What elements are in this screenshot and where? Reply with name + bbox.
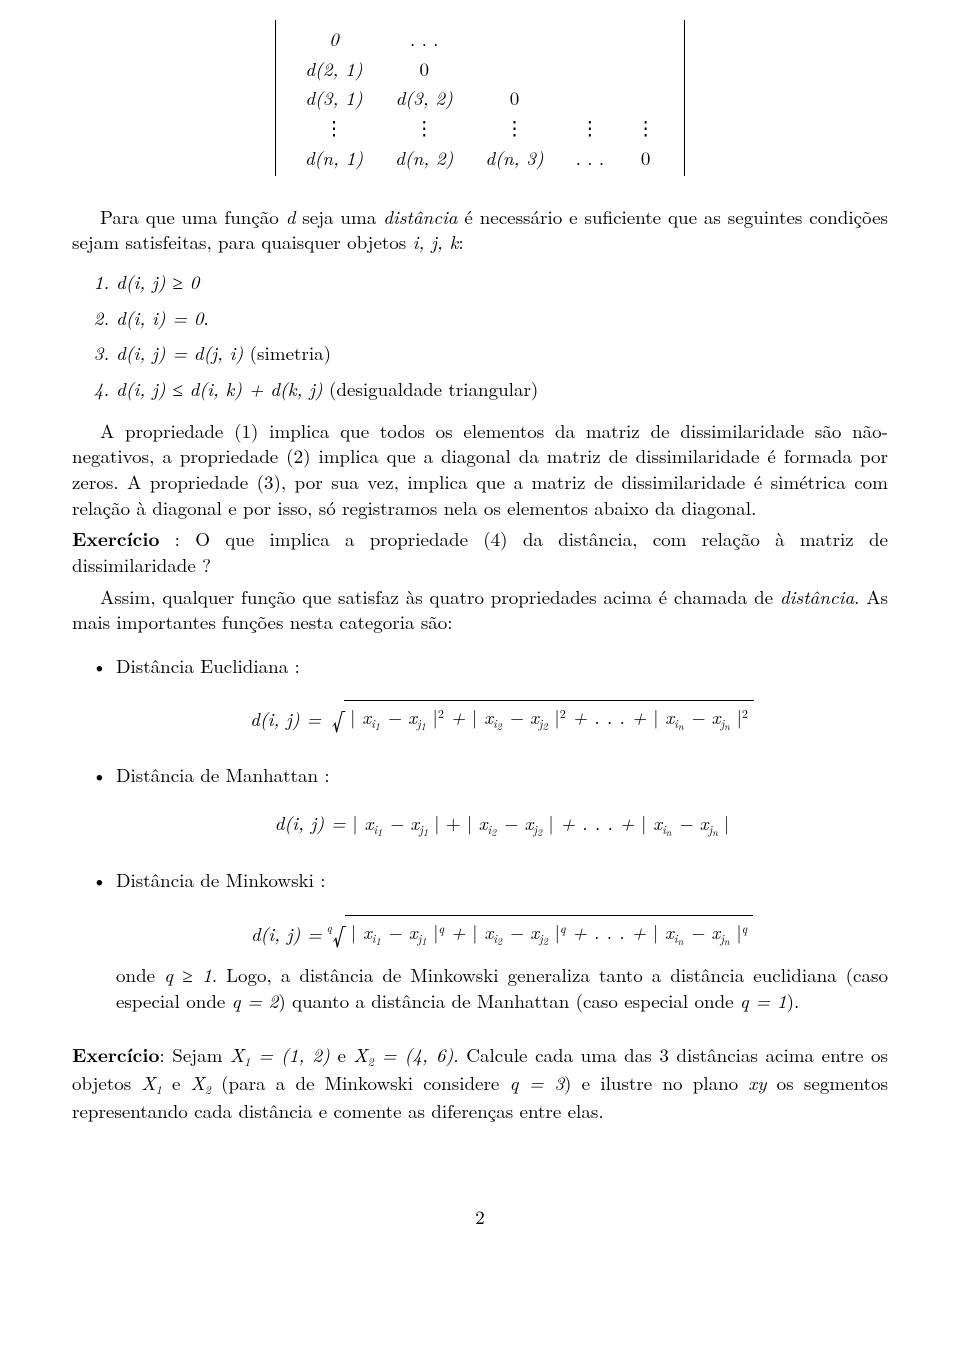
property-4: d(i, j) ≤ d(i, k) + d(k, j) (desigualdad… bbox=[116, 376, 888, 402]
manhattan-label: Distância de Manhattan : bbox=[116, 761, 330, 788]
property-2: d(i, i) = 0. bbox=[116, 305, 888, 331]
paragraph-conditions: Para que uma função d seja uma distância… bbox=[72, 204, 888, 255]
property-3: d(i, j) = d(j, i) (simetria) bbox=[116, 340, 888, 366]
manhattan-formula: d(i, j) = | xi1 − xj1 | + | xi2 − xj2 | … bbox=[116, 810, 888, 840]
page-number: 2 bbox=[72, 1204, 888, 1230]
minkowski-distance: Distância de Minkowski : d(i, j) = q√ | … bbox=[116, 867, 888, 1013]
euclidean-formula: d(i, j) = √ | xi1 − xj1 |2 + | xi2 − xj2… bbox=[116, 700, 888, 734]
minkowski-note: onde q ≥ 1. Logo, a distância de Minkows… bbox=[116, 962, 888, 1013]
page: 0. . . d(2, 1)0 d(3, 1)d(3, 2)0 ⋮⋮⋮⋮⋮ d(… bbox=[0, 0, 960, 1269]
property-1: d(i, j) ≥ 0 bbox=[116, 269, 888, 295]
distance-list: Distância Euclidiana : d(i, j) = √ | xi1… bbox=[72, 653, 888, 1014]
paragraph-implications: A propriedade (1) implica que todos os e… bbox=[72, 418, 888, 521]
euclidean-label: Distância Euclidiana : bbox=[116, 652, 300, 679]
distance-properties-list: d(i, j) ≥ 0 d(i, i) = 0. d(i, j) = d(j, … bbox=[72, 269, 888, 402]
dissimilarity-matrix: 0. . . d(2, 1)0 d(3, 1)d(3, 2)0 ⋮⋮⋮⋮⋮ d(… bbox=[72, 20, 888, 182]
minkowski-formula: d(i, j) = q√ | xi1 − xj1 |q + | xi2 − xj… bbox=[116, 915, 888, 949]
exercise-2: Exercício: Sejam X1 = (1, 2) e X2 = (4, … bbox=[72, 1042, 888, 1124]
manhattan-distance: Distância de Manhattan : d(i, j) = | xi1… bbox=[116, 762, 888, 839]
paragraph-functions: Assim, qualquer função que satisfaz às q… bbox=[72, 584, 888, 635]
euclidean-distance: Distância Euclidiana : d(i, j) = √ | xi1… bbox=[116, 653, 888, 734]
exercise-1: Exercício : O que implica a propriedade … bbox=[72, 526, 888, 577]
minkowski-label: Distância de Minkowski : bbox=[116, 866, 325, 893]
